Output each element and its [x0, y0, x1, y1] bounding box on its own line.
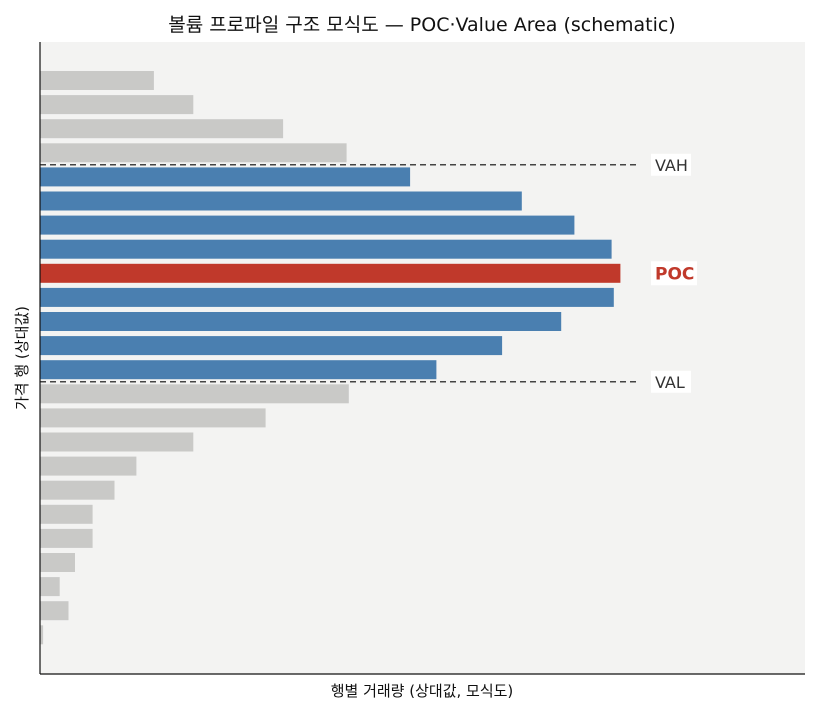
poc-bar: [40, 263, 621, 283]
vah-label-box: [651, 153, 691, 176]
reference-lines-group: VAH VAL POC: [40, 153, 697, 393]
value-area-bar: [40, 312, 562, 331]
poc-label-box: [651, 261, 697, 286]
volume-bar: [40, 408, 266, 428]
bars-group: [40, 71, 621, 645]
value-area-bar: [40, 191, 522, 211]
volume-bar: [40, 553, 75, 572]
volume-bar: [40, 528, 93, 548]
value-area-bar: [40, 167, 411, 187]
val-label-box: [651, 370, 691, 393]
value-area-bar: [40, 239, 612, 259]
value-area-bar: [40, 360, 437, 380]
volume-bar: [40, 143, 347, 163]
volume-bar: [40, 71, 154, 90]
volume-bar: [40, 625, 44, 645]
y-axis-label: 가격 행 (상대값): [13, 306, 31, 410]
chart-title: 볼륨 프로파일 구조 모식도 — POC·Value Area (schemat…: [168, 14, 675, 36]
volume-bar: [40, 456, 137, 476]
volume-bar: [40, 504, 93, 524]
volume-bar: [40, 384, 349, 404]
x-axis-label: 행별 거래량 (상대값, 모식도): [331, 682, 514, 700]
volume-bar: [40, 601, 69, 621]
volume-bar: [40, 119, 284, 139]
poc-label: POC: [655, 264, 694, 284]
volume-bar: [40, 577, 60, 597]
volume-bar: [40, 95, 194, 115]
val-label: VAL: [655, 373, 685, 392]
vah-label: VAH: [655, 156, 688, 175]
volume-bar: [40, 480, 115, 500]
volume-bar: [40, 432, 194, 452]
value-area-bar: [40, 287, 614, 307]
value-area-bar: [40, 336, 503, 356]
value-area-bar: [40, 215, 575, 235]
